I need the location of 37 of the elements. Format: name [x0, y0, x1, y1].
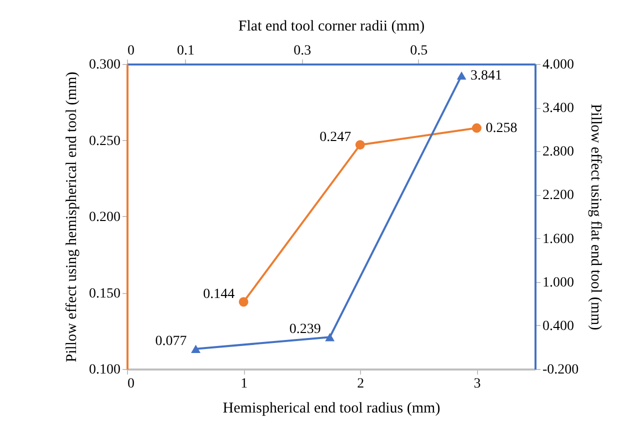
y2-axis-title: Pillow effect using flat end tool (mm): [588, 104, 604, 330]
x2-tick-label: 0.1: [177, 44, 195, 58]
y2-tick-label: 2.800: [542, 144, 574, 160]
data-label: 3.841: [470, 68, 502, 84]
point: [191, 344, 201, 353]
point: [456, 71, 466, 80]
data-label: 0.239: [289, 322, 321, 338]
x-tick-label: 2: [357, 376, 364, 392]
x-tick-label: 3: [474, 376, 481, 392]
x2-tick-label: 0.5: [410, 44, 428, 58]
point: [238, 297, 248, 307]
y2-tick-label: 1.600: [542, 232, 574, 247]
x2-tick-label: 0: [128, 44, 134, 58]
x2-tick-label: 0.3: [294, 44, 312, 58]
data-label: 0.144: [203, 286, 235, 302]
x-tick-label: 1: [240, 376, 248, 392]
y2-tick-label: 3.400: [542, 101, 574, 116]
y-tick-label: 0.300: [89, 58, 120, 72]
point: [355, 140, 365, 150]
y2-tick-label: 0.400: [542, 318, 574, 334]
y-tick-label: 0.150: [89, 286, 120, 302]
data-label: 0.247: [320, 130, 352, 145]
y2-tick-label: 2.200: [542, 188, 574, 204]
y2-tick-label: -0.200: [542, 362, 579, 378]
y-tick-label: 0.100: [89, 362, 120, 378]
data-label: 0.077: [155, 334, 187, 349]
y-tick-label: 0.200: [89, 210, 120, 225]
x-axis-title: Hemispherical end tool radius (mm): [222, 400, 440, 416]
point: [325, 333, 335, 342]
y-tick-label: 0.250: [89, 134, 120, 149]
y-axis-title: Pillow effect using hemispherical end tool (mm): [64, 72, 80, 362]
x-tick-label: 0: [128, 376, 134, 392]
y2-tick-label: 1.000: [542, 275, 574, 290]
point: [472, 123, 482, 133]
x2-axis-title: Flat end tool corner radii (mm): [238, 18, 425, 34]
y2-tick-label: 4.000: [542, 58, 574, 72]
data-label: 0.258: [486, 121, 518, 136]
